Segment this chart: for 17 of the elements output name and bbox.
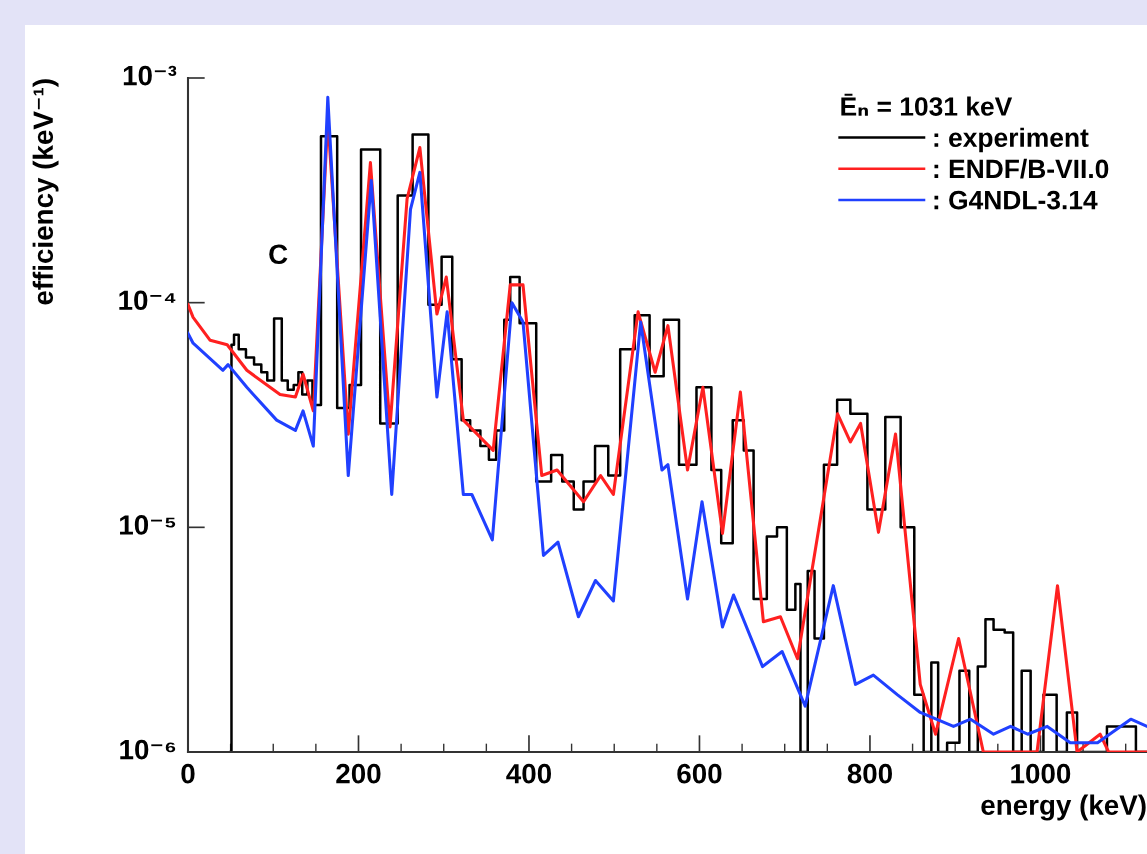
x-tick-label: 200 xyxy=(336,763,381,784)
x-tick-label: 1000 xyxy=(1011,763,1071,784)
annotation: C xyxy=(269,244,288,265)
x-tick-label: 800 xyxy=(847,763,892,784)
legend-label: : G4NDL-3.14 xyxy=(934,190,1098,210)
legend-label: : ENDF/B-VII.0 xyxy=(934,158,1109,179)
y-tick-label: 10⁻⁴ xyxy=(119,290,176,311)
y-tick-label: 10⁻³ xyxy=(123,65,177,86)
x-tick-label: 0 xyxy=(181,763,195,784)
legend-title: Ēₙ = 1031 keV xyxy=(841,93,1013,116)
y-tick-label: 10⁻⁶ xyxy=(120,739,176,760)
x-tick-label: 400 xyxy=(506,763,552,784)
y-tick-label: 10⁻⁵ xyxy=(120,515,176,535)
x-tick-label: 600 xyxy=(677,763,722,784)
legend-label: : experiment xyxy=(934,127,1089,153)
y-axis-title: efficiency (keV⁻¹) xyxy=(32,79,59,305)
x-axis-title: energy (keV) xyxy=(981,794,1146,821)
